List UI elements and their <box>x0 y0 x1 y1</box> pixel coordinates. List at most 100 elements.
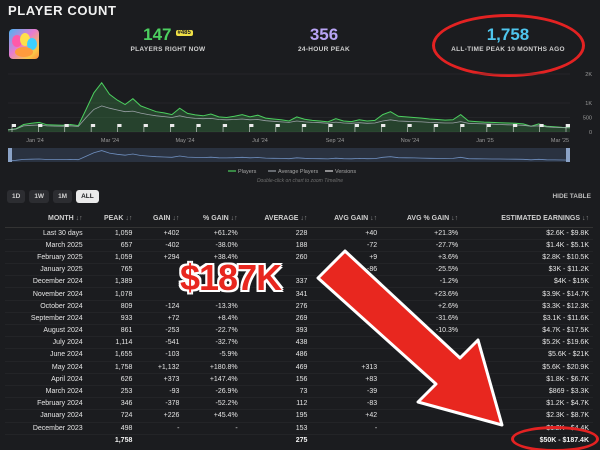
table-cell: 253 <box>86 385 137 399</box>
navigator-handle-left[interactable] <box>8 148 12 162</box>
table-cell: March 2025 <box>5 239 87 252</box>
table-cell: 861 <box>86 324 137 338</box>
range-all-button[interactable]: ALL <box>76 190 99 203</box>
legend-item[interactable]: Average Players <box>278 169 319 175</box>
version-flag-icon[interactable] <box>328 124 333 132</box>
current-players-stat: 147 #485 PLAYERS RIGHT NOW <box>118 25 218 53</box>
table-cell <box>311 312 382 326</box>
earnings-annotation: $187K <box>180 257 282 298</box>
version-flag-icon[interactable] <box>301 124 307 132</box>
table-cell: 1,078 <box>86 287 137 301</box>
version-flag-icon[interactable] <box>222 124 228 132</box>
version-flag-icon[interactable] <box>249 124 254 132</box>
legend-item[interactable]: Versions <box>335 169 356 175</box>
version-flag-icon[interactable] <box>169 124 175 132</box>
version-flag-icon[interactable] <box>11 124 16 132</box>
range-1w-button[interactable]: 1W <box>29 190 50 203</box>
table-cell: +8.4% <box>183 312 242 326</box>
column-header[interactable]: AVG GAIN ↓↑ <box>311 211 382 228</box>
players-area <box>8 82 570 132</box>
version-flag-icon[interactable] <box>38 124 43 132</box>
table-cell: 260 <box>241 251 312 265</box>
version-flag-icon[interactable] <box>512 124 518 132</box>
player-count-chart[interactable]: 2K 1K 500 0 Jan '24 Mar '24 May '24 Jul '24 Sep… <box>0 68 600 190</box>
table-cell <box>381 361 463 374</box>
table-row: October 2024 809 -124 -13.3% 276 +2.6% $3.3K -… <box>5 300 593 313</box>
table-row: June 2024 1,655 -103 -5.9% 486 $5.6K - $21K <box>5 348 593 362</box>
table-cell <box>136 275 184 289</box>
chart-legend: Players Average Players Versions Double-cli… <box>228 169 356 184</box>
timeline-navigator[interactable] <box>8 148 570 162</box>
table-cell: October 2024 <box>5 300 87 313</box>
table-cell: +83 <box>311 373 382 386</box>
table-row: August 2024 861 -253 -22.7% 393 -10.3% $4.7K -… <box>5 324 593 338</box>
column-header[interactable]: AVERAGE ↓↑ <box>241 211 312 228</box>
peak-24h-stat: 356 24-HOUR PEAK <box>284 25 364 53</box>
table-row: January 2024 724 +226 +45.4% 195 +42 $2.3K - $… <box>5 409 593 423</box>
table-cell: -10.3% <box>381 324 463 338</box>
version-flag-icon[interactable] <box>117 124 122 132</box>
version-flag-icon[interactable] <box>433 124 439 132</box>
navigator-handle-right[interactable] <box>566 148 570 162</box>
table-cell: 228 <box>241 227 312 240</box>
version-flag-icon[interactable] <box>460 124 465 132</box>
table-row: February 2025 1,059 +294 +38.4% 260 +9 +3.6% $2… <box>5 251 593 265</box>
version-flag-icon[interactable] <box>407 124 412 132</box>
table-cell: 724 <box>86 409 137 423</box>
table-cell <box>183 263 242 277</box>
range-1m-button[interactable]: 1M <box>53 190 73 203</box>
x-tick-label: Mar '25 <box>551 138 569 144</box>
table-cell: February 2024 <box>5 397 87 411</box>
table-row: May 2024 1,758 +1,132 +180.8% 469 +313 $5.6K -… <box>5 361 593 374</box>
column-header[interactable]: AVG % GAIN ↓↑ <box>381 211 463 228</box>
table-cell: +1,132 <box>136 361 184 374</box>
table-cell <box>381 397 463 411</box>
version-flag-icon[interactable] <box>565 124 570 132</box>
table-cell: -1.2% <box>381 275 463 289</box>
total-cell: 1,758 <box>86 433 137 447</box>
x-tick-label: Nov '24 <box>401 138 419 144</box>
column-header[interactable]: GAIN ↓↑ <box>136 211 184 228</box>
column-header[interactable]: PEAK ↓↑ <box>86 211 137 228</box>
table-cell: +3.6% <box>381 251 463 265</box>
version-flag-icon[interactable] <box>275 124 280 132</box>
table-cell: +294 <box>136 251 184 265</box>
column-header[interactable]: % GAIN ↓↑ <box>183 211 242 228</box>
column-header[interactable]: ESTIMATED EARNINGS ↓↑ <box>462 211 593 228</box>
sort-icon: ↓↑ <box>123 215 133 223</box>
player-chart-svg[interactable]: 2K 1K 500 0 Jan '24 Mar '24 May '24 Jul '24 Sep… <box>0 68 600 190</box>
column-header[interactable]: MONTH ↓↑ <box>5 211 87 228</box>
table-cell: +402 <box>136 227 184 240</box>
hide-table-button[interactable]: HIDE TABLE <box>552 193 591 200</box>
sort-icon: ↓↑ <box>73 215 83 223</box>
version-flag-icon[interactable] <box>539 124 544 132</box>
table-cell: 153 <box>241 422 312 435</box>
table-cell: 346 <box>86 397 137 411</box>
table-cell <box>136 287 184 301</box>
navigator-line <box>7 150 571 161</box>
version-flag-icon[interactable] <box>90 124 96 132</box>
version-flag-icon[interactable] <box>64 124 69 132</box>
range-1d-button[interactable]: 1D <box>7 190 26 203</box>
table-cell: $5.6K - $21K <box>462 348 593 362</box>
table-cell <box>381 348 463 362</box>
table-cell: +61.2% <box>183 227 242 240</box>
version-flag-icon[interactable] <box>381 124 386 132</box>
table-cell: +38.4% <box>183 251 242 265</box>
table-row: March 2024 253 -93 -26.9% 73 -39 $869 - $3.3K <box>5 385 593 399</box>
table-cell <box>381 422 463 435</box>
version-flag-icon[interactable] <box>486 124 491 132</box>
version-flag-icon[interactable] <box>196 124 201 132</box>
table-cell: -4 <box>311 275 382 289</box>
sort-icon: ↓↑ <box>228 215 238 223</box>
table-cell: June 2024 <box>5 348 87 362</box>
sort-icon: ↓↑ <box>580 215 589 223</box>
players-line <box>7 81 571 131</box>
table-cell: 1,059 <box>86 227 137 240</box>
version-flag-icon[interactable] <box>354 124 359 132</box>
table-cell: $2.6K - $9.8K <box>462 227 593 240</box>
sort-icon: ↓↑ <box>449 215 459 223</box>
legend-item[interactable]: Players <box>238 169 257 175</box>
version-flag-icon[interactable] <box>143 124 148 132</box>
x-tick-label: Sep '24 <box>326 138 344 144</box>
